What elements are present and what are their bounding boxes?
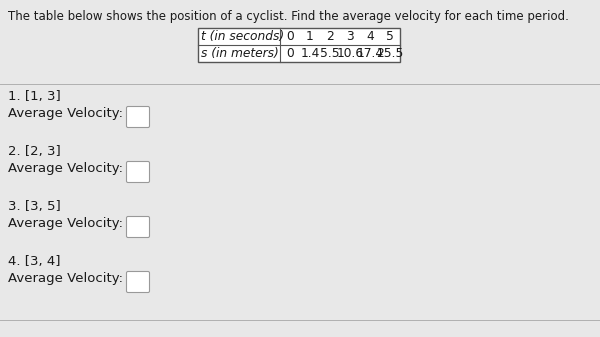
Text: s (in meters): s (in meters) — [201, 47, 279, 60]
Bar — [198, 28, 400, 62]
Text: 0: 0 — [286, 30, 294, 43]
Text: The table below shows the position of a cyclist. Find the average velocity for e: The table below shows the position of a … — [8, 10, 569, 23]
Text: 0: 0 — [286, 47, 294, 60]
Text: 1. [1, 3]: 1. [1, 3] — [8, 90, 61, 103]
Text: 4: 4 — [366, 30, 374, 43]
FancyBboxPatch shape — [127, 272, 149, 293]
FancyBboxPatch shape — [127, 161, 149, 183]
Text: 2: 2 — [326, 30, 334, 43]
Text: 3: 3 — [346, 30, 354, 43]
FancyBboxPatch shape — [127, 216, 149, 238]
Text: 5.5: 5.5 — [320, 47, 340, 60]
Text: Average Velocity:: Average Velocity: — [8, 107, 123, 120]
Text: 10.6: 10.6 — [337, 47, 364, 60]
Text: 1.4: 1.4 — [301, 47, 320, 60]
Text: 5: 5 — [386, 30, 394, 43]
Text: 3. [3, 5]: 3. [3, 5] — [8, 200, 61, 213]
Text: t (in seconds): t (in seconds) — [201, 30, 284, 43]
FancyBboxPatch shape — [127, 106, 149, 127]
Text: Average Velocity:: Average Velocity: — [8, 272, 123, 285]
Text: 25.5: 25.5 — [376, 47, 404, 60]
Text: Average Velocity:: Average Velocity: — [8, 162, 123, 175]
Text: Average Velocity:: Average Velocity: — [8, 217, 123, 230]
Text: 4. [3, 4]: 4. [3, 4] — [8, 255, 61, 268]
Text: 17.4: 17.4 — [356, 47, 383, 60]
Text: 1: 1 — [306, 30, 314, 43]
Text: 2. [2, 3]: 2. [2, 3] — [8, 145, 61, 158]
